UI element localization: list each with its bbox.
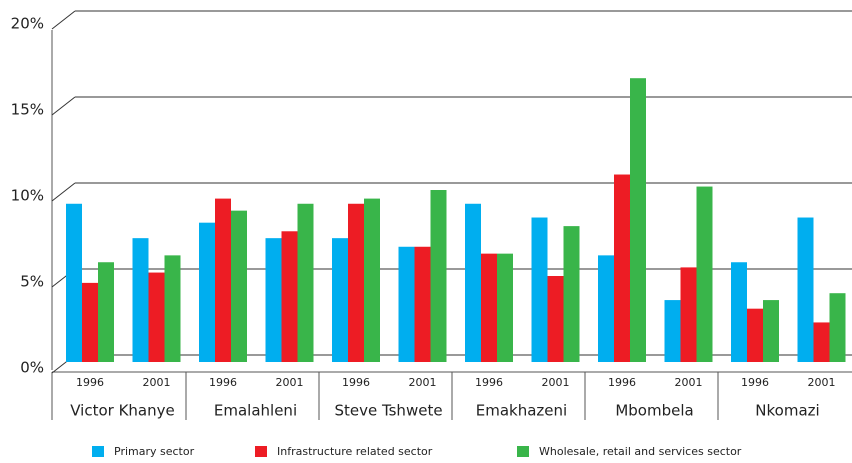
bar <box>664 300 681 362</box>
bar <box>66 203 82 362</box>
bar <box>696 186 713 362</box>
bar <box>364 198 380 362</box>
bar <box>731 262 747 362</box>
y-tick-label: 10% <box>11 187 44 205</box>
legend-swatch <box>517 446 529 457</box>
bar <box>614 174 630 362</box>
bar <box>481 253 497 362</box>
x-tick-label: 2001 <box>143 376 171 389</box>
legend-swatch <box>92 446 104 457</box>
bar <box>497 253 513 362</box>
bar <box>680 267 697 362</box>
bar <box>297 203 314 362</box>
x-tick-label: 1996 <box>76 376 104 389</box>
group-label: Emalahleni <box>214 402 297 420</box>
bar <box>164 255 181 362</box>
bar <box>547 276 564 362</box>
group-label: Nkomazi <box>755 402 819 420</box>
bar <box>630 78 646 362</box>
bar <box>598 255 614 362</box>
bar <box>813 322 830 362</box>
legend-swatch <box>255 446 267 457</box>
y-tick-label: 5% <box>20 273 44 291</box>
group-label: Victor Khanye <box>70 402 175 420</box>
legend-label: Wholesale, retail and services sector <box>539 445 742 458</box>
y-tick-label: 15% <box>11 101 44 119</box>
bar <box>398 246 415 362</box>
grid-line <box>51 182 76 202</box>
y-tick-label: 20% <box>11 15 44 33</box>
bar <box>98 262 114 362</box>
x-tick-label: 2001 <box>276 376 304 389</box>
x-tick-label: 1996 <box>209 376 237 389</box>
bar <box>531 217 548 362</box>
legend-label: Infrastructure related sector <box>277 445 433 458</box>
x-tick-label: 2001 <box>675 376 703 389</box>
bar <box>265 238 282 362</box>
bar <box>797 217 814 362</box>
group-label: Steve Tshwete <box>334 402 442 420</box>
bar <box>215 198 231 362</box>
bar <box>231 210 247 362</box>
bar <box>829 293 846 362</box>
bar <box>132 238 149 362</box>
x-tick-label: 1996 <box>342 376 370 389</box>
bar <box>332 238 348 362</box>
bar <box>763 300 779 362</box>
x-tick-label: 1996 <box>475 376 503 389</box>
group-label: Mbombela <box>615 402 693 420</box>
bar <box>414 246 431 362</box>
bar <box>563 226 580 362</box>
x-tick-label: 2001 <box>808 376 836 389</box>
x-tick-label: 1996 <box>741 376 769 389</box>
bar <box>747 308 763 362</box>
bar <box>199 222 215 362</box>
bar <box>281 231 298 362</box>
bar <box>82 282 98 362</box>
y-tick-label: 0% <box>20 359 44 377</box>
bar <box>348 203 364 362</box>
x-tick-label: 1996 <box>608 376 636 389</box>
x-tick-label: 2001 <box>409 376 437 389</box>
grid-line <box>51 10 76 30</box>
bar <box>430 190 447 362</box>
bar <box>465 203 481 362</box>
grid-line <box>51 96 76 116</box>
legend-label: Primary sector <box>114 445 195 458</box>
group-label: Emakhazeni <box>476 402 567 420</box>
x-tick-label: 2001 <box>542 376 570 389</box>
bar <box>148 272 165 362</box>
